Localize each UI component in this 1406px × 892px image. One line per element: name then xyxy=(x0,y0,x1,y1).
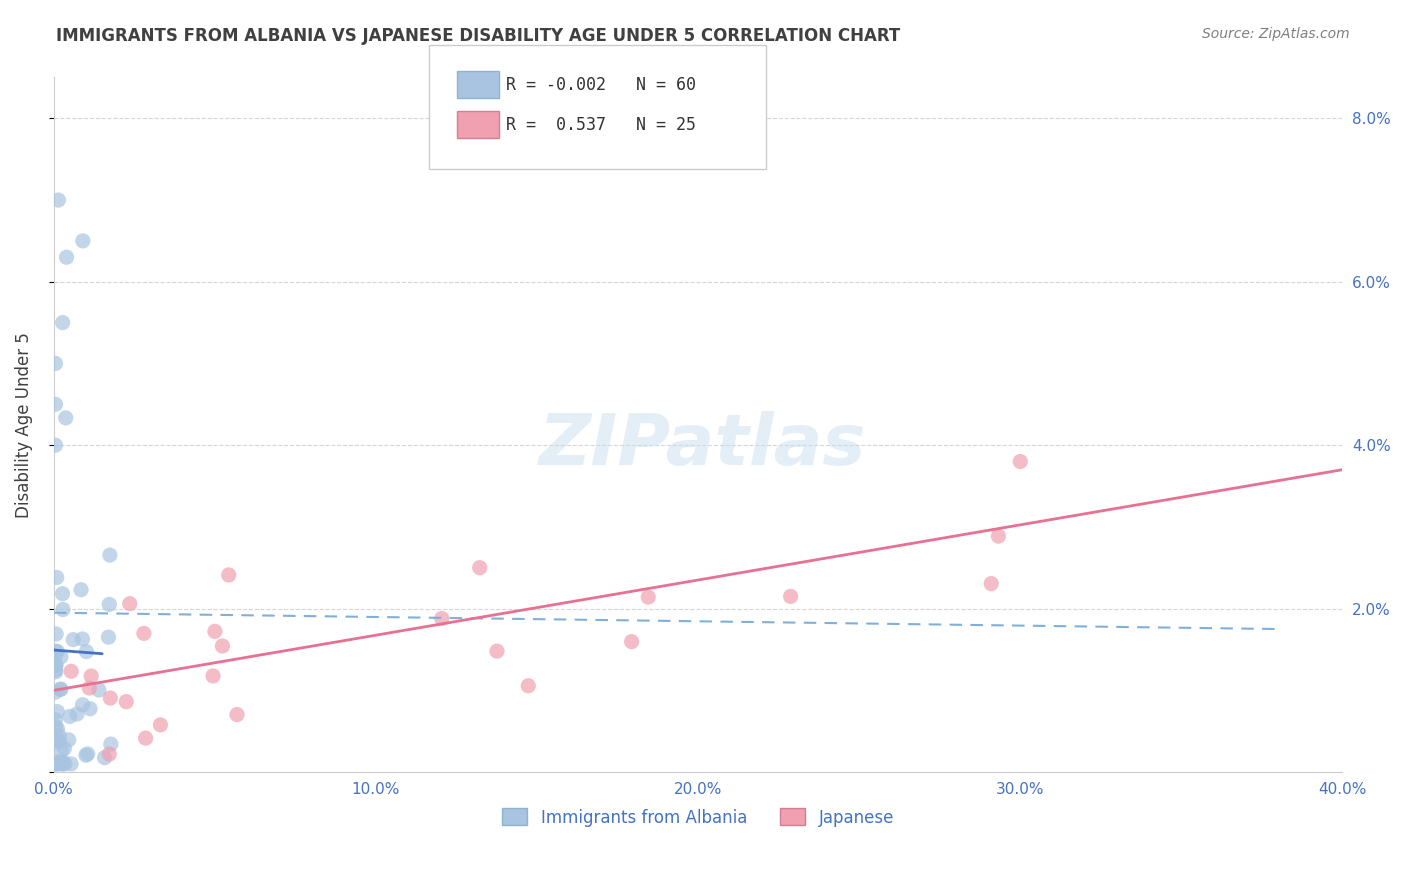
Point xyxy=(45,570,67,584)
Point xyxy=(72,698,94,712)
Point xyxy=(52,602,75,616)
Point xyxy=(1010,454,1032,468)
Text: ZIPatlas: ZIPatlas xyxy=(540,411,866,481)
Point xyxy=(46,756,69,771)
Point xyxy=(45,627,67,641)
Point xyxy=(48,193,70,207)
Point xyxy=(46,732,69,747)
Point xyxy=(49,649,72,664)
Point xyxy=(44,356,66,370)
Point xyxy=(58,732,80,747)
Point xyxy=(44,438,66,452)
Point xyxy=(45,756,67,771)
Point xyxy=(987,529,1010,543)
Point xyxy=(46,722,69,736)
Point xyxy=(51,587,73,601)
Point xyxy=(115,695,138,709)
Point xyxy=(45,658,67,673)
Y-axis label: Disability Age Under 5: Disability Age Under 5 xyxy=(15,332,32,517)
Point xyxy=(44,713,66,727)
Point xyxy=(75,748,97,763)
Point xyxy=(44,397,66,411)
Point xyxy=(52,316,75,330)
Point xyxy=(72,632,94,646)
Point xyxy=(46,755,69,769)
Point xyxy=(980,576,1002,591)
Point xyxy=(45,663,67,677)
Point xyxy=(218,568,240,582)
Point xyxy=(98,691,121,706)
Point xyxy=(51,744,73,758)
Point xyxy=(60,665,83,679)
Point xyxy=(46,705,69,719)
Point xyxy=(79,681,101,695)
Point xyxy=(49,682,72,697)
Point xyxy=(98,598,121,612)
Point xyxy=(53,741,76,756)
Point xyxy=(80,669,103,683)
Point xyxy=(93,750,115,764)
Point xyxy=(49,756,72,771)
Point xyxy=(44,719,66,733)
Text: R =  0.537   N = 25: R = 0.537 N = 25 xyxy=(506,116,696,134)
Point xyxy=(44,648,66,662)
Point xyxy=(98,747,121,761)
Point xyxy=(211,639,233,653)
Point xyxy=(87,683,110,698)
Point xyxy=(430,611,453,625)
Point xyxy=(485,644,508,658)
Legend: Immigrants from Albania, Japanese: Immigrants from Albania, Japanese xyxy=(495,802,901,833)
Point xyxy=(48,734,70,748)
Text: IMMIGRANTS FROM ALBANIA VS JAPANESE DISABILITY AGE UNDER 5 CORRELATION CHART: IMMIGRANTS FROM ALBANIA VS JAPANESE DISA… xyxy=(56,27,900,45)
Point xyxy=(45,658,67,673)
Point xyxy=(201,669,224,683)
Point xyxy=(637,590,659,604)
Point xyxy=(517,679,540,693)
Point xyxy=(75,644,97,658)
Point xyxy=(52,756,75,771)
Point xyxy=(49,682,72,697)
Point xyxy=(46,644,69,658)
Point xyxy=(97,630,120,644)
Point xyxy=(60,756,83,771)
Text: Source: ZipAtlas.com: Source: ZipAtlas.com xyxy=(1202,27,1350,41)
Point xyxy=(135,731,157,745)
Point xyxy=(118,597,141,611)
Point xyxy=(149,718,172,732)
Point xyxy=(620,634,643,648)
Point xyxy=(66,706,89,721)
Point xyxy=(204,624,226,639)
Point xyxy=(44,644,66,658)
Point xyxy=(79,702,101,716)
Point xyxy=(53,756,76,771)
Point xyxy=(779,590,801,604)
Point xyxy=(48,729,70,743)
Point xyxy=(132,626,155,640)
Point xyxy=(44,734,66,748)
Point xyxy=(62,632,84,647)
Point xyxy=(468,560,491,574)
Text: R = -0.002   N = 60: R = -0.002 N = 60 xyxy=(506,76,696,94)
Point xyxy=(226,707,249,722)
Point xyxy=(59,709,82,723)
Point xyxy=(100,737,122,751)
Point xyxy=(44,685,66,699)
Point xyxy=(44,756,66,771)
Point xyxy=(45,665,67,679)
Point xyxy=(55,250,77,264)
Point xyxy=(98,548,121,562)
Point xyxy=(76,747,98,761)
Point xyxy=(72,234,94,248)
Point xyxy=(55,410,77,425)
Point xyxy=(70,582,93,597)
Point xyxy=(48,756,70,770)
Point xyxy=(52,755,75,769)
